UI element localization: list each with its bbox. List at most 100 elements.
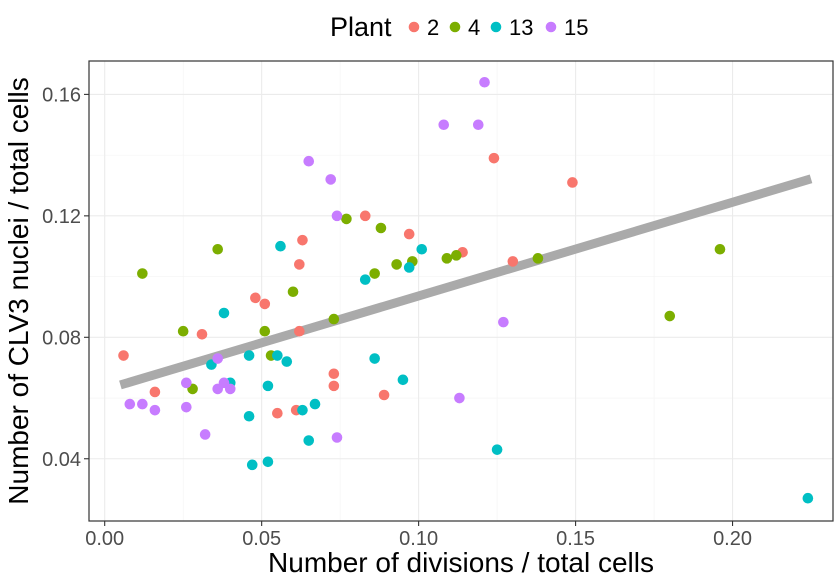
data-point-plant-15 — [331, 210, 343, 222]
data-point-plant-4 — [714, 243, 726, 255]
legend-title: Plant — [330, 12, 392, 42]
legend-items: 2 4 13 15 — [408, 15, 588, 40]
data-point-plant-4 — [137, 268, 148, 279]
data-point-plant-2 — [196, 328, 208, 340]
data-point-plant-15 — [212, 353, 224, 364]
data-point-plant-15 — [149, 404, 161, 416]
legend-label-plant-15: 15 — [564, 15, 588, 40]
data-point-plant-15 — [454, 392, 465, 404]
data-point-plant-4 — [177, 325, 189, 337]
plot-panel — [88, 60, 834, 522]
legend-key-plant-2 — [408, 21, 420, 33]
data-point-plant-13 — [262, 380, 274, 392]
y-axis-title: Number of CLV3 nuclei / total cells — [3, 77, 34, 504]
data-point-plant-15 — [303, 155, 315, 167]
y-axis: 0.04 0.08 0.12 0.16 — [42, 84, 89, 471]
x-axis: 0.00 0.05 0.10 0.15 0.20 — [85, 521, 752, 550]
data-point-plant-2 — [250, 292, 261, 304]
data-point-plant-2 — [567, 177, 578, 188]
data-point-plant-13 — [303, 435, 315, 446]
legend-key-plant-13 — [490, 21, 502, 33]
panel-border — [88, 60, 834, 522]
data-point-plant-13 — [281, 356, 293, 367]
trend-line-group — [119, 174, 813, 390]
data-point-plant-13 — [297, 404, 308, 416]
y-tick-label: 0.08 — [42, 327, 81, 349]
data-point-plant-2 — [359, 210, 371, 222]
data-point-plant-13 — [262, 456, 274, 468]
data-point-plant-4 — [287, 286, 299, 298]
data-point-plant-13 — [802, 492, 814, 504]
data-point-plant-2 — [297, 234, 308, 246]
data-point-plant-15 — [325, 174, 337, 185]
data-point-plant-4 — [212, 243, 224, 255]
data-point-plant-2 — [149, 386, 161, 398]
data-point-plant-15 — [181, 401, 192, 413]
x-tick-label: 0.05 — [242, 528, 281, 550]
data-point-plant-13 — [243, 350, 255, 361]
data-point-plant-15 — [472, 119, 484, 131]
data-point-plant-13 — [246, 459, 258, 471]
data-point-plant-13 — [243, 410, 255, 422]
data-point-plant-15 — [479, 76, 490, 88]
data-point-plant-2 — [403, 228, 415, 240]
data-point-plant-15 — [498, 316, 509, 328]
panel-background — [89, 61, 833, 521]
data-point-plant-2 — [272, 407, 283, 419]
data-point-plant-2 — [259, 298, 271, 310]
data-point-plant-2 — [294, 259, 305, 270]
data-point-plant-15 — [331, 432, 343, 443]
legend-key-plant-4 — [449, 21, 461, 33]
data-point-plant-13 — [272, 350, 283, 361]
trend-line — [119, 174, 813, 390]
x-tick-label: 0.15 — [556, 528, 595, 550]
data-point-plant-2 — [507, 256, 519, 267]
data-point-plant-4 — [391, 259, 402, 270]
data-point-plant-4 — [341, 213, 352, 225]
data-point-plant-4 — [450, 250, 462, 261]
y-tick-label: 0.04 — [42, 449, 81, 471]
data-point-plant-4 — [664, 310, 676, 322]
y-tick-label: 0.12 — [42, 206, 81, 228]
data-point-plant-2 — [328, 380, 340, 392]
data-point-plant-4 — [328, 313, 340, 325]
data-points — [118, 76, 814, 504]
data-point-plant-13 — [309, 398, 321, 410]
data-point-plant-15 — [124, 398, 136, 410]
data-point-plant-4 — [375, 222, 387, 234]
data-point-plant-13 — [275, 240, 286, 252]
data-point-plant-13 — [369, 353, 380, 364]
legend-label-plant-2: 2 — [427, 15, 439, 40]
x-tick-label: 0.10 — [399, 528, 438, 550]
data-point-plant-2 — [488, 152, 500, 164]
data-point-plant-4 — [532, 253, 544, 264]
legend-key-plant-15 — [545, 21, 557, 33]
data-point-plant-13 — [491, 444, 503, 455]
data-point-plant-2 — [294, 325, 305, 337]
data-point-plant-4 — [259, 325, 271, 337]
legend-label-plant-13: 13 — [509, 15, 533, 40]
data-point-plant-13 — [416, 243, 428, 255]
data-point-plant-13 — [359, 274, 371, 285]
data-point-plant-2 — [378, 389, 390, 401]
x-axis-title: Number of divisions / total cells — [268, 547, 654, 578]
legend-label-plant-4: 4 — [468, 15, 480, 40]
data-point-plant-15 — [137, 398, 148, 410]
data-point-plant-13 — [397, 374, 409, 386]
data-point-plant-15 — [199, 429, 211, 440]
x-tick-label: 0.20 — [713, 528, 752, 550]
data-point-plant-13 — [218, 307, 230, 319]
data-point-plant-4 — [441, 253, 453, 264]
data-point-plant-4 — [369, 268, 380, 279]
data-point-plant-2 — [328, 368, 340, 380]
x-tick-label: 0.00 — [85, 528, 124, 550]
y-tick-label: 0.16 — [42, 84, 81, 106]
data-point-plant-15 — [224, 383, 236, 395]
data-point-plant-15 — [438, 119, 450, 131]
data-point-plant-2 — [118, 350, 129, 361]
legend: Plant 2 4 13 15 — [330, 12, 588, 42]
data-point-plant-15 — [181, 377, 192, 389]
data-point-plant-13 — [403, 262, 415, 273]
